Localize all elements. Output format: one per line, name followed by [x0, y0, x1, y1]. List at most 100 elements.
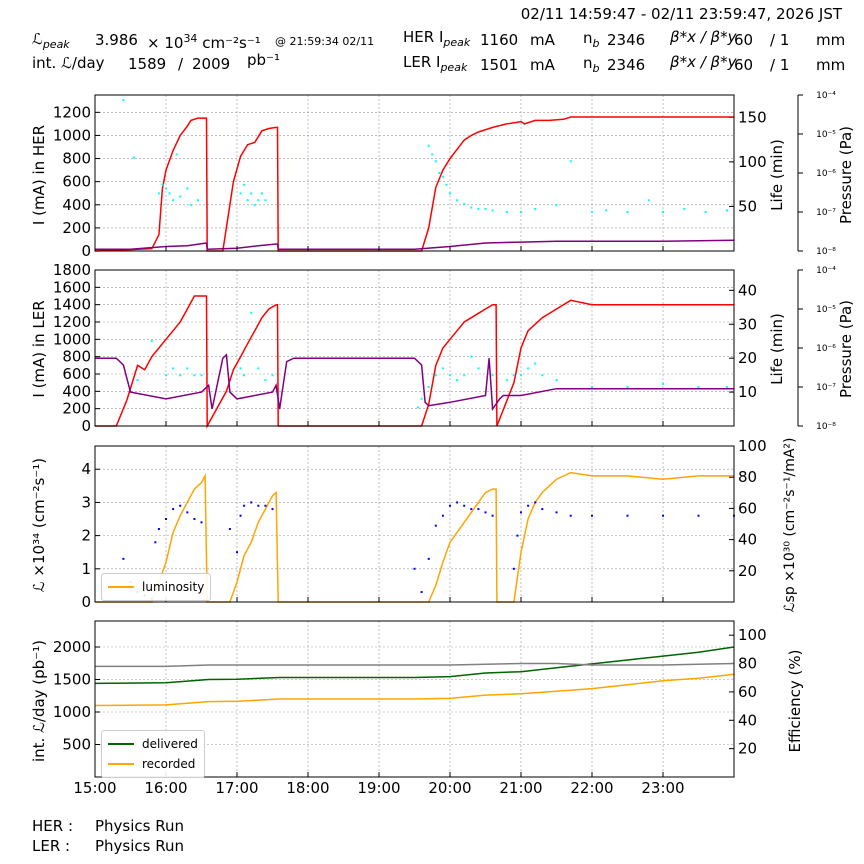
- panel-frame: [94, 620, 735, 778]
- specific-lumi-point: [449, 504, 451, 507]
- life-line: [95, 353, 734, 412]
- pressure-point: [591, 386, 593, 388]
- ytick-label-right: 60: [738, 683, 757, 701]
- delivered-line: [94, 646, 735, 685]
- pressure-tick-label: 10⁻⁸: [816, 422, 836, 432]
- ler-peak-unit: mA: [530, 56, 555, 74]
- specific-lumi-point: [520, 511, 522, 514]
- pressure-tick-label: 10⁻⁸: [816, 247, 836, 257]
- current-line: [95, 295, 734, 429]
- specific-lumi-point: [591, 514, 593, 517]
- pressure-point: [647, 199, 650, 202]
- lpeak-unit: × 1034 cm⁻²s⁻¹: [147, 32, 261, 52]
- pressure-point: [165, 187, 167, 190]
- pressure-point: [591, 211, 593, 213]
- intl-recorded: 2009: [192, 55, 231, 73]
- pressure-point: [122, 99, 125, 102]
- pressure-point: [725, 386, 728, 388]
- ytick-label-left: 0: [81, 417, 91, 435]
- specific-lumi-point: [157, 527, 160, 530]
- ytick-label-left: 1000: [53, 330, 91, 348]
- legend-item-recorded: recorded: [108, 754, 198, 774]
- pressure-point: [186, 367, 189, 370]
- ler-nb-label: nb: [583, 54, 600, 75]
- pressure-point: [253, 204, 256, 207]
- pressure-point: [445, 183, 448, 186]
- pressure-point: [470, 206, 473, 209]
- specific-lumi-point: [413, 567, 416, 570]
- specific-lumi-point: [264, 504, 267, 507]
- life-line: [95, 239, 735, 250]
- panel-frame: [94, 269, 735, 427]
- xtick-label: 16:00: [144, 779, 187, 797]
- specific-lumi-point: [491, 514, 494, 517]
- specific-lumi-point: [427, 557, 430, 560]
- pressure-point: [441, 367, 444, 370]
- pressure-point: [260, 192, 263, 195]
- specific-lumi-point: [165, 518, 167, 521]
- specific-lumi-point: [516, 534, 519, 537]
- pressure-point: [449, 192, 451, 195]
- ytick-label-right: 30: [738, 315, 757, 333]
- ytick-label-left: 3: [81, 493, 91, 511]
- her-beta-label: β*x / β*y: [670, 28, 737, 46]
- pressure-point: [441, 175, 444, 178]
- ytick-label-left: 500: [62, 736, 91, 754]
- specific-lumi-point: [257, 504, 260, 507]
- ler-beta-label: β*x / β*y: [670, 53, 737, 71]
- pressure-point: [239, 367, 242, 370]
- panel-frame: [94, 94, 735, 252]
- ytick-label-left: 2: [81, 527, 91, 545]
- her-peak-unit: mA: [530, 31, 555, 49]
- pressure-point: [662, 382, 664, 385]
- ytick-label-right: 100: [738, 626, 767, 644]
- pressure-point: [512, 374, 515, 377]
- pressure-point: [456, 199, 459, 202]
- pressure-tick-label: 10⁻⁷: [816, 383, 836, 393]
- specific-lumi-point: [250, 501, 253, 504]
- specific-lumi-point: [527, 504, 530, 507]
- pressure-point: [491, 374, 494, 377]
- specific-lumi-point: [484, 511, 487, 514]
- pressure-tick-label: 10⁻⁵: [816, 305, 836, 315]
- pressure-tick-label: 10⁻⁴: [816, 266, 836, 276]
- specific-lumi-point: [434, 524, 437, 527]
- pressure-point: [175, 153, 178, 156]
- recorded-line: [94, 673, 735, 707]
- lumi-legend: luminosity: [101, 573, 212, 601]
- pressure-point: [434, 160, 437, 163]
- pressure-point: [697, 386, 700, 388]
- pressure-point: [541, 374, 544, 377]
- xtick-label: 23:00: [641, 779, 684, 797]
- ytick-label-right: 40: [738, 711, 757, 729]
- specific-lumi-point: [569, 514, 572, 517]
- specific-lumi-point: [228, 527, 231, 530]
- xtick-label: 22:00: [570, 779, 613, 797]
- specific-lumi-point: [463, 504, 466, 507]
- pressure-point: [243, 183, 246, 186]
- pressure-point: [161, 183, 164, 186]
- ytick-label-left: 800: [62, 348, 91, 366]
- pressure-point: [438, 172, 441, 174]
- xtick-label: 18:00: [286, 779, 329, 797]
- ytick-label-left: 1000: [53, 126, 91, 144]
- lumi-ylabel-right: ℒsp ×10³⁰ (cm⁻²s⁻¹/mA²): [782, 437, 798, 613]
- efficiency-line: [95, 662, 735, 668]
- pressure-point: [484, 207, 487, 210]
- pressure-point: [420, 397, 423, 400]
- xtick-label: 17:00: [215, 779, 258, 797]
- pressure-point: [704, 211, 707, 213]
- pressure-point: [725, 209, 728, 212]
- her-ylabel-pressure: Pressure (Pa): [837, 125, 855, 225]
- specific-lumi-point: [172, 508, 175, 511]
- pressure-point: [250, 311, 253, 314]
- specific-lumi-point: [555, 511, 558, 514]
- xtick-label: 21:00: [499, 779, 542, 797]
- pressure-point: [662, 211, 664, 213]
- pressure-point: [463, 203, 466, 206]
- ytick-label-left: 1200: [53, 103, 91, 121]
- ytick-label-left: 600: [62, 173, 91, 191]
- pressure-point: [626, 386, 629, 388]
- pressure-point: [555, 204, 558, 207]
- luminosity-line: [95, 471, 734, 603]
